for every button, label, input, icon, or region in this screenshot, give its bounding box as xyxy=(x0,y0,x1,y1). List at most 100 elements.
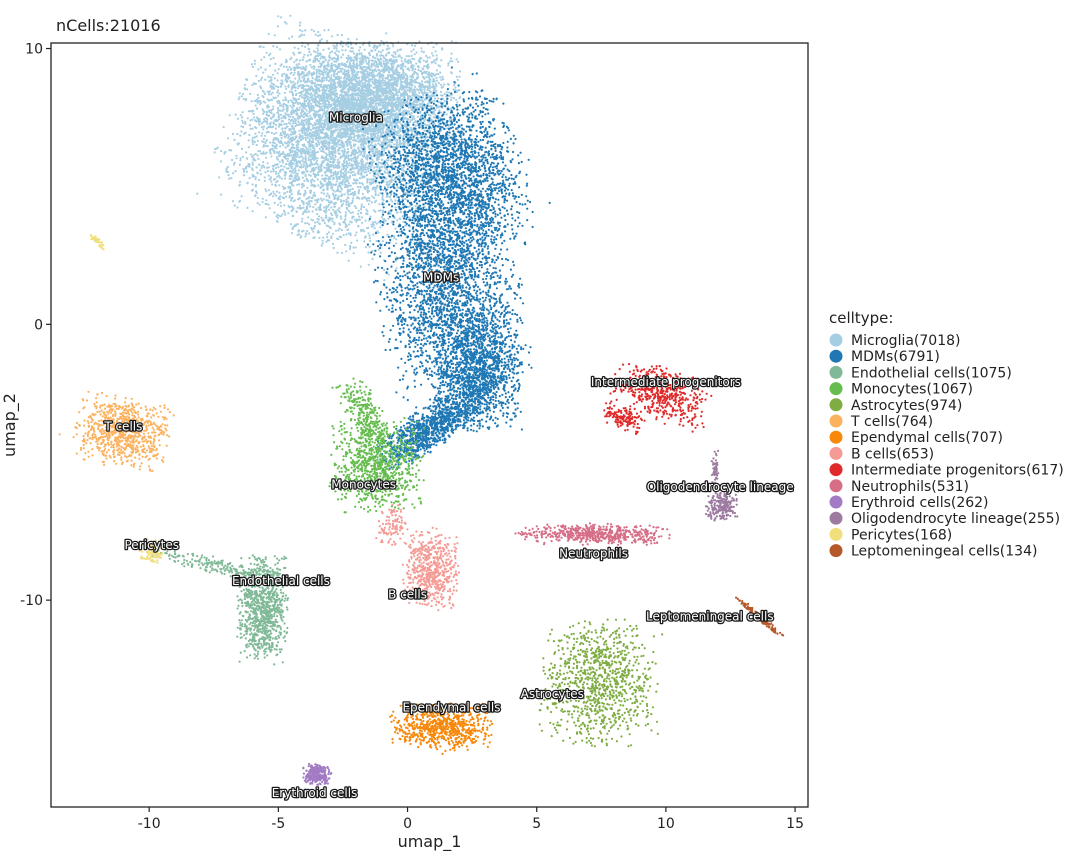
cell-point xyxy=(273,192,276,196)
cell-point xyxy=(333,138,336,141)
cell-point xyxy=(314,151,317,154)
cell-point xyxy=(360,163,363,166)
cell-point xyxy=(252,157,255,160)
cell-point xyxy=(347,232,350,235)
cell-point xyxy=(317,171,320,174)
cell-point xyxy=(351,217,354,220)
cell-point xyxy=(336,33,339,37)
cell-point xyxy=(332,246,335,250)
cell-point xyxy=(278,191,281,194)
cell-point xyxy=(280,123,283,127)
cell-point xyxy=(234,170,237,173)
cell-point xyxy=(293,132,296,135)
cell-point xyxy=(321,174,324,177)
cell-point xyxy=(394,227,397,230)
cell-point xyxy=(325,216,328,219)
cell-point xyxy=(374,57,377,60)
cell-point xyxy=(322,209,326,212)
cell-point xyxy=(312,50,316,53)
cell-point xyxy=(284,98,288,101)
cell-point xyxy=(281,161,284,164)
cell-point xyxy=(398,230,401,234)
cell-point xyxy=(301,186,304,189)
cell-point xyxy=(224,150,227,153)
cell-point xyxy=(276,111,279,114)
cell-point xyxy=(304,138,308,141)
cell-point xyxy=(396,219,399,222)
cell-point xyxy=(345,156,348,159)
cell-point xyxy=(307,197,310,200)
cell-point xyxy=(390,175,393,178)
cell-point xyxy=(267,174,270,177)
cell-point xyxy=(395,138,398,142)
cell-point xyxy=(312,135,315,138)
cell-point xyxy=(360,182,364,185)
cell-point xyxy=(262,71,265,74)
cell-point xyxy=(292,126,295,129)
cell-point xyxy=(243,87,246,90)
cell-point xyxy=(368,171,372,174)
cell-point xyxy=(299,152,302,155)
cell-point xyxy=(253,140,256,143)
cell-point xyxy=(368,165,371,168)
cell-point xyxy=(302,148,306,152)
cell-point xyxy=(231,200,235,203)
cell-point xyxy=(251,109,254,112)
cell-point xyxy=(307,92,310,95)
cell-point xyxy=(367,146,370,149)
cell-point xyxy=(313,147,316,150)
cell-point xyxy=(281,109,284,112)
cell-point xyxy=(343,174,346,177)
cell-point xyxy=(347,45,350,48)
cell-point xyxy=(327,158,330,161)
cell-point xyxy=(339,223,342,226)
cell-point xyxy=(323,29,326,32)
cell-point xyxy=(297,193,300,196)
cell-point xyxy=(334,194,337,197)
cell-point xyxy=(340,217,343,220)
cell-point xyxy=(268,54,271,57)
cell-point xyxy=(323,71,326,74)
cell-point xyxy=(290,189,293,192)
cell-point xyxy=(389,198,392,201)
cell-point xyxy=(281,213,284,216)
cell-point xyxy=(345,184,348,187)
cell-point xyxy=(395,238,398,241)
cell-point xyxy=(266,117,269,121)
cell-point xyxy=(291,115,294,119)
cell-point xyxy=(422,59,425,62)
cell-point xyxy=(297,148,300,151)
cell-point xyxy=(396,202,399,205)
cell-point xyxy=(349,232,352,235)
cell-point xyxy=(272,57,275,60)
cell-point xyxy=(354,193,357,196)
cell-point xyxy=(342,178,345,182)
cell-point xyxy=(353,156,356,159)
cell-point xyxy=(352,192,355,195)
cell-point xyxy=(368,178,372,181)
cell-point xyxy=(303,33,306,36)
cell-point xyxy=(309,170,312,173)
cell-point xyxy=(295,58,298,61)
cell-point xyxy=(268,90,271,93)
cell-point xyxy=(294,93,297,97)
cell-point xyxy=(282,197,286,200)
cell-point xyxy=(294,101,297,104)
cell-point xyxy=(273,145,276,148)
cell-point xyxy=(358,49,361,52)
cell-point xyxy=(362,196,365,200)
cell-point xyxy=(323,160,326,163)
cell-point xyxy=(257,150,260,153)
cell-point xyxy=(334,229,338,232)
cell-point xyxy=(275,156,278,159)
cell-point xyxy=(347,148,350,151)
cell-point xyxy=(311,210,314,213)
cell-point xyxy=(301,217,304,220)
cell-point xyxy=(353,179,356,182)
cell-point xyxy=(254,152,257,156)
cell-point xyxy=(304,136,307,139)
cell-point xyxy=(335,173,338,176)
cell-point xyxy=(279,132,283,135)
cell-point xyxy=(251,188,255,191)
cell-point xyxy=(418,40,421,43)
